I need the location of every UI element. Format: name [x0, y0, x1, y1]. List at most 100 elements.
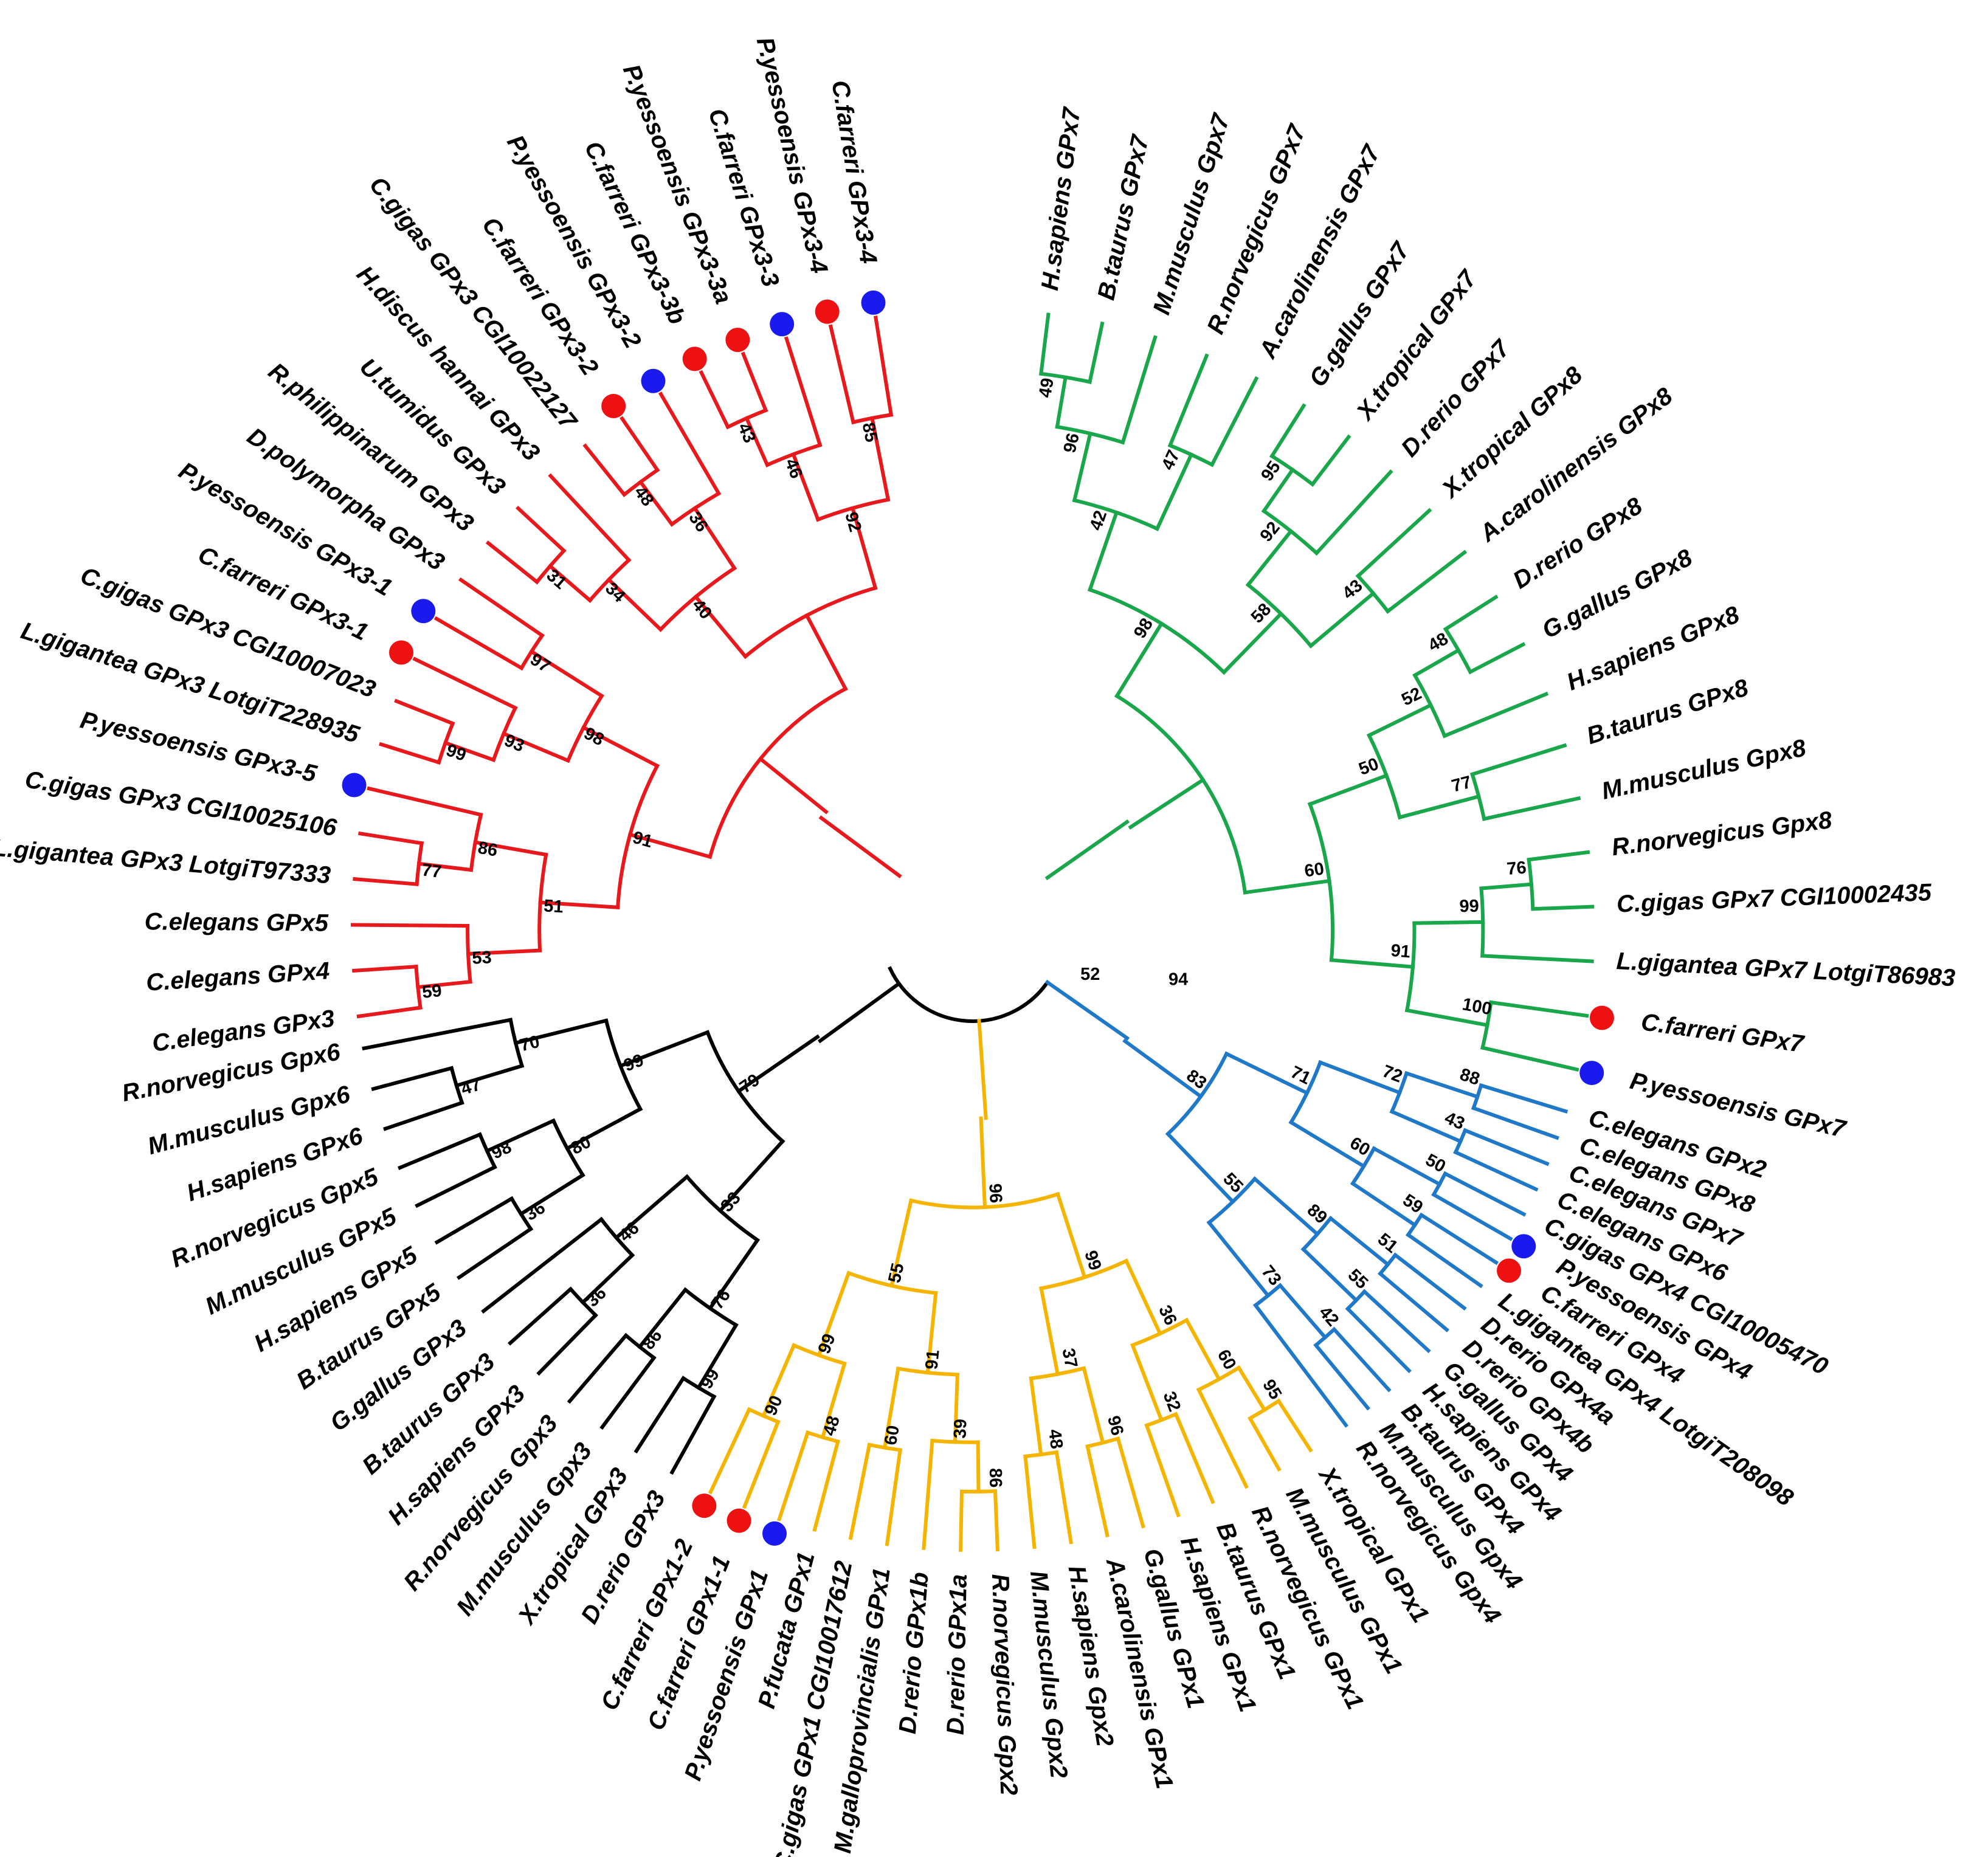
leaf-branch [658, 391, 722, 496]
leaf-branch [1462, 1128, 1550, 1166]
bootstrap-label: 53 [472, 948, 492, 968]
internal-branch [1206, 1220, 1271, 1298]
bootstrap-label: 59 [421, 981, 443, 1002]
blue-marker [342, 773, 367, 798]
internal-branch [1245, 528, 1294, 588]
internal-branch [1328, 1216, 1391, 1267]
internal-branch [466, 948, 542, 956]
leaf-branch [740, 351, 768, 413]
internal-branch [627, 832, 713, 860]
leaf-branch [1479, 1083, 1569, 1114]
internal-branch [1412, 920, 1485, 925]
leaf-branch [1331, 1326, 1392, 1393]
red-marker [389, 640, 414, 665]
leaf-branch [959, 1489, 964, 1552]
leaf-branch [1443, 594, 1499, 632]
internal-branch [618, 1030, 710, 1069]
leaf-branch [993, 1489, 999, 1552]
internal-branch [1130, 1343, 1164, 1422]
leaf-branch [1392, 1252, 1467, 1311]
leaf-branch [1248, 1416, 1282, 1472]
leaf-branch [1085, 1444, 1110, 1538]
leaf-branch [362, 1018, 513, 1051]
internal-branch [744, 416, 770, 467]
internal-branch [869, 416, 891, 502]
leaf-branch [382, 1100, 464, 1131]
internal-branch [1479, 882, 1534, 891]
leaf-branch [1039, 312, 1051, 376]
leaf-branch [1378, 1271, 1449, 1332]
internal-branch [761, 1343, 796, 1419]
internal-branch [1367, 702, 1434, 738]
internal-branch [976, 1440, 981, 1494]
leaf-branch [356, 1005, 423, 1019]
bootstrap-label: 85 [858, 421, 882, 444]
leaf-branch [1527, 850, 1590, 862]
internal-branch [1184, 1317, 1222, 1382]
bootstrap-label: 49 [1035, 376, 1058, 399]
leaf-branch [1362, 1289, 1431, 1354]
blue-marker [770, 312, 795, 337]
bootstrap-label: 92 [841, 510, 865, 534]
internal-branch [1029, 1376, 1043, 1457]
leaf-label: L.gigantea GPx3 LotgiT228935 [18, 617, 362, 748]
leaf-branch [367, 786, 483, 817]
tree-branches [351, 312, 1595, 1552]
leaf-branch [1468, 642, 1526, 675]
leaf-label: C.gigas GPx7 CGI10002435 [1616, 879, 1932, 918]
clade-stem-green [1044, 819, 1130, 881]
leaf-branch [567, 1332, 629, 1404]
leaf-branch [434, 1196, 514, 1245]
internal-branch [580, 1252, 635, 1305]
red-marker [682, 346, 707, 371]
leaf-branch [1442, 691, 1549, 739]
leaf-branch [742, 1419, 781, 1509]
bootstrap-label: 96 [985, 1183, 1005, 1204]
leaf-branch [784, 336, 823, 447]
root-arc [888, 966, 1051, 1023]
internal-branch [1329, 958, 1415, 969]
bootstrap-label: 100 [1461, 994, 1493, 1019]
leaf-label: H.sapiens GPx7 [1037, 105, 1086, 292]
leaf-branch [353, 877, 419, 886]
leaf-branch [536, 1312, 598, 1376]
internal-branch [1277, 1283, 1328, 1340]
bootstrap-label: 88 [1457, 1065, 1482, 1090]
internal-branch [850, 506, 878, 590]
bootstrap-label: 39 [950, 1419, 970, 1439]
internal-branch [1288, 1120, 1367, 1169]
internal-branch [804, 613, 848, 692]
blue-marker [1511, 1234, 1536, 1259]
internal-branch [925, 1290, 938, 1375]
internal-branch [791, 452, 821, 522]
leaf-label: R.norvegicus Gpx8 [1610, 807, 1834, 861]
leaf-branch [415, 1165, 497, 1208]
bootstrap-label: 95 [1258, 1376, 1285, 1403]
leaf-branch [456, 1226, 534, 1280]
leaf-label: B.taurus GPx8 [1584, 674, 1752, 749]
blue-marker [411, 599, 436, 624]
leaf-label: M.musculus Gpx2 [1025, 1569, 1072, 1779]
internal-branch [953, 1373, 959, 1444]
clade-stem-red [818, 815, 902, 878]
internal-branch [416, 979, 472, 990]
internal-branch [538, 900, 620, 909]
leaf-branch [458, 577, 545, 638]
bootstrap-label: 51 [1374, 1230, 1401, 1257]
internal-branch [1082, 1366, 1105, 1445]
internal-branch [1350, 1180, 1418, 1228]
internal-branch [473, 840, 548, 857]
internal-branch [882, 1366, 900, 1450]
bootstrap-label: 55 [885, 1261, 908, 1285]
internal-branch [1404, 1070, 1480, 1100]
internal-branch [1055, 1191, 1087, 1280]
red-marker [727, 1508, 751, 1533]
internal-branch [564, 1106, 643, 1151]
internal-branch [820, 1361, 847, 1440]
leaf-branch [1054, 1450, 1074, 1545]
blue-marker [1579, 1061, 1604, 1086]
red-marker [725, 328, 750, 353]
leaf-label: A.carolinensis GPx8 [1474, 382, 1678, 548]
leaf-branch [828, 324, 856, 425]
